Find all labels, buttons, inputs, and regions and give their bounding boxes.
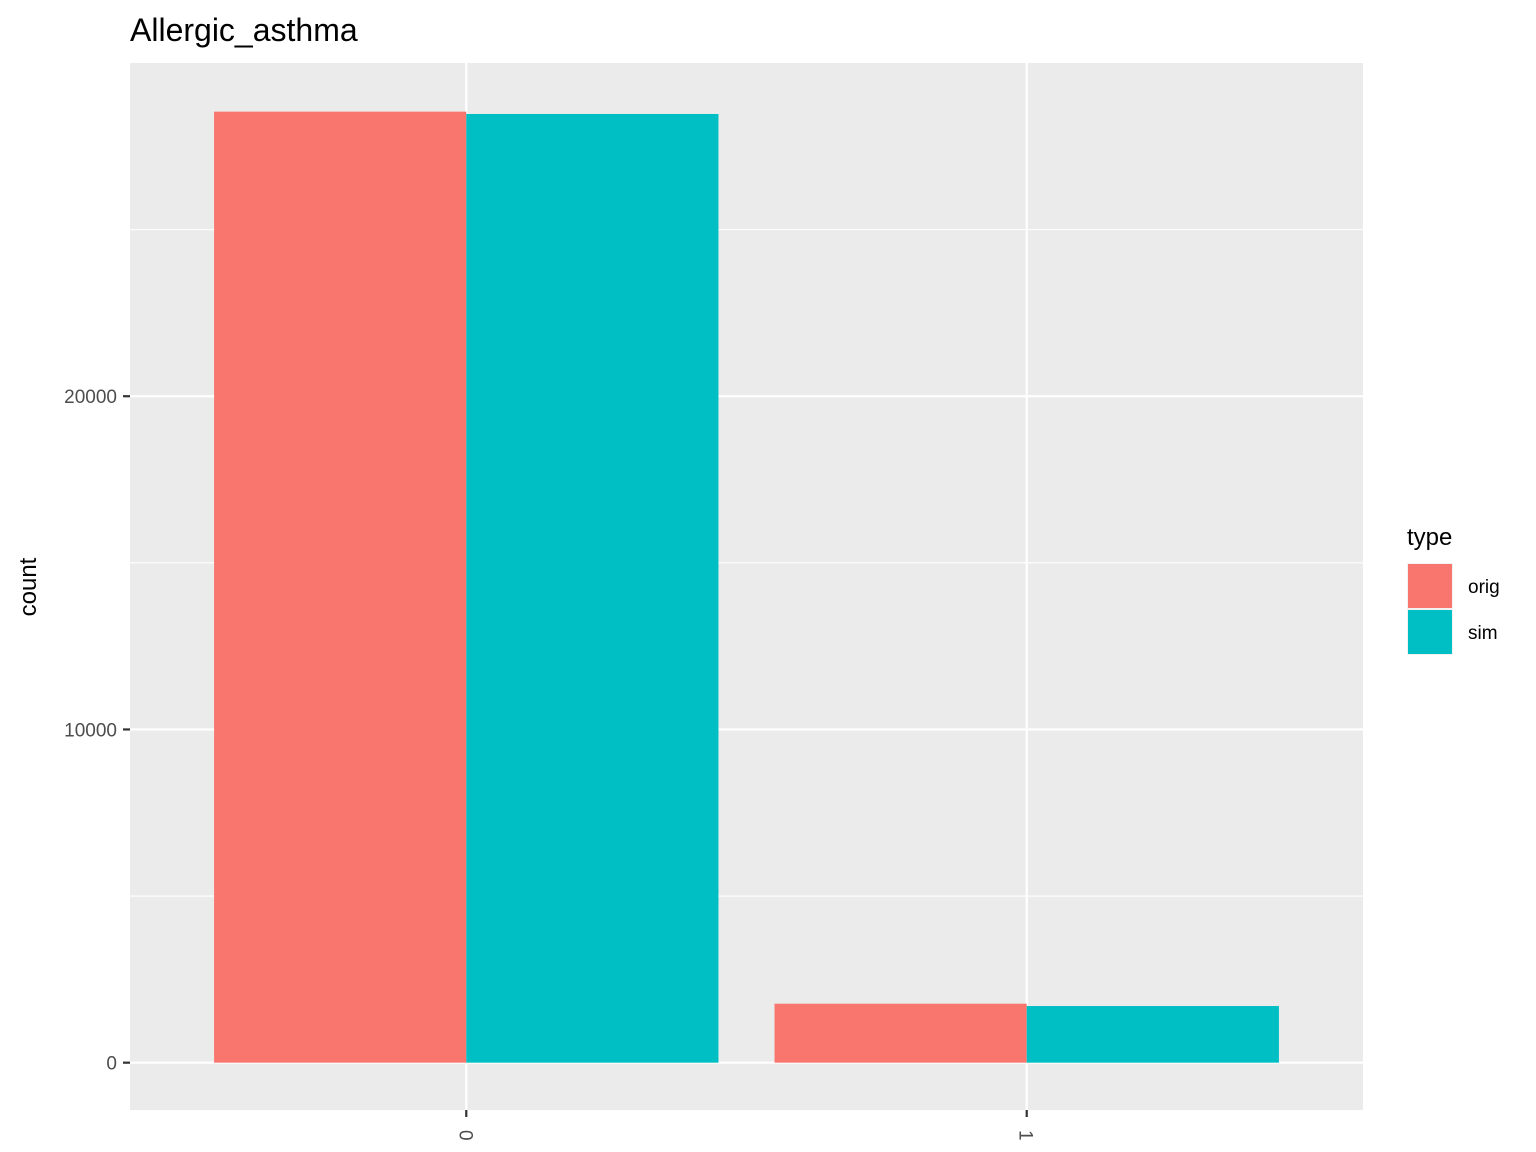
y-axis-title: count [15, 557, 42, 616]
y-axis: 0 10000 20000 [64, 387, 130, 1075]
y-tick-label-0: 0 [106, 1054, 117, 1075]
y-tick-label-2: 20000 [64, 387, 117, 408]
bar-orig-1 [774, 1003, 1027, 1063]
legend-swatch-orig [1408, 564, 1452, 608]
legend-title: type [1407, 524, 1452, 551]
legend-label-sim: sim [1468, 623, 1498, 644]
x-tick-label-0: 0 [454, 1130, 475, 1141]
legend: type orig sim [1407, 524, 1500, 655]
legend-items: orig sim [1407, 563, 1500, 655]
bar-sim-1 [1026, 1006, 1279, 1063]
bar-sim-0 [466, 113, 719, 1063]
x-tick-label-1: 1 [1015, 1130, 1036, 1141]
bar-orig-0 [214, 111, 467, 1063]
bars-layer [214, 111, 1279, 1063]
chart-title: Allergic_asthma [130, 12, 358, 48]
legend-swatch-sim [1408, 610, 1452, 654]
legend-label-orig: orig [1468, 577, 1500, 598]
y-tick-label-1: 10000 [64, 720, 117, 741]
